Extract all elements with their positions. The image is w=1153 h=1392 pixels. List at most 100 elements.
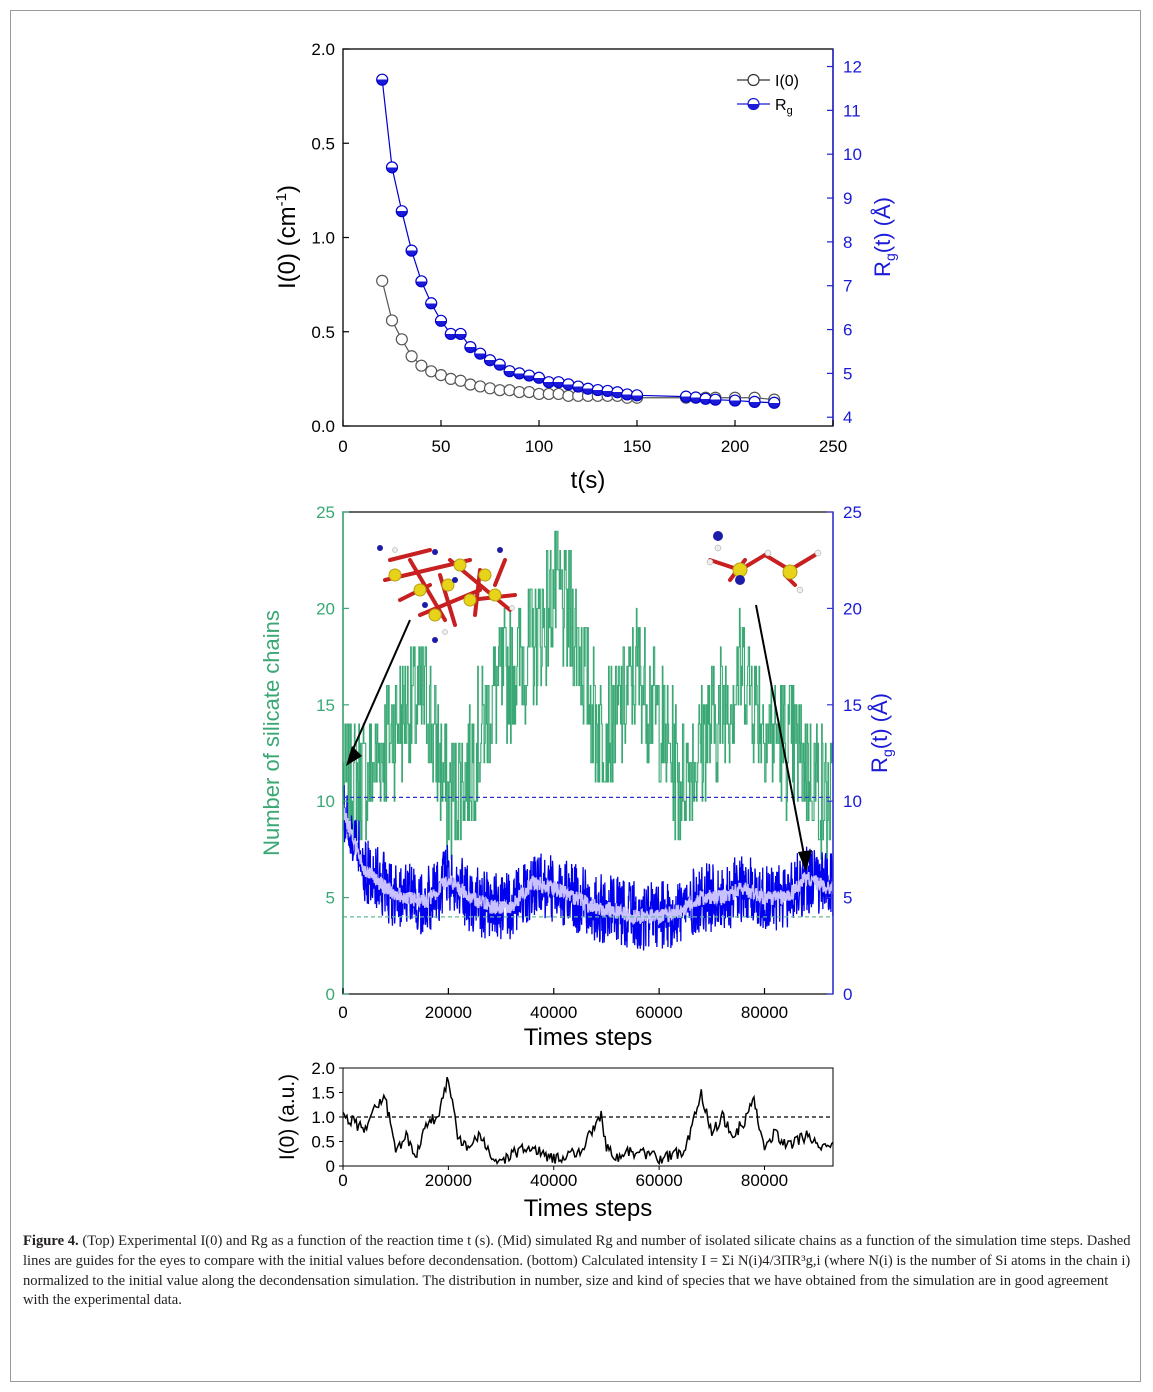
top-x-tick-label: 200 (721, 437, 749, 456)
mid-left-tick-label: 15 (316, 696, 335, 715)
i0-point (376, 274, 389, 287)
i0-point (415, 359, 428, 372)
rg-point (728, 394, 742, 407)
top-panel-chart: 0 50 100 150 200 250 0.0 0.5 1.0 0.5 2.0 4 5 6 7 8 9 10… (273, 40, 898, 494)
mid-panel-chart: 0 20000 40000 60000 80000 0 5 10 15 20 25 0 5 10 15 2… (259, 503, 895, 1051)
bottom-y-axis-title: I(0) (a.u.) (276, 1074, 299, 1160)
mid-left-tick-label: 0 (326, 985, 335, 1004)
top-right-tick-label: 12 (843, 58, 862, 77)
top-x-tick-label: 250 (819, 437, 847, 456)
top-right-tick-label: 8 (843, 233, 852, 252)
mid-right-tick-label: 0 (843, 985, 852, 1004)
legend-label-i0: I(0) (775, 73, 799, 90)
bottom-x-tick-label: 80000 (741, 1171, 788, 1190)
bottom-x-tick-label: 60000 (635, 1171, 682, 1190)
mid-left-tick-label: 10 (316, 792, 335, 811)
top-right-tick-label: 7 (843, 277, 852, 296)
top-plot-area (342, 48, 834, 427)
rg-point (425, 297, 438, 310)
top-left-tick-label: 0.5 (311, 134, 335, 153)
series-line-rg-smoothed (343, 804, 833, 926)
rg-point (523, 369, 536, 382)
top-left-tick-label: 0.0 (311, 417, 335, 436)
bottom-x-tick-label: 0 (338, 1171, 347, 1190)
top-right-tick-label: 6 (843, 321, 852, 340)
i0-point (552, 387, 565, 401)
top-left-tick-label: 2.0 (311, 40, 335, 59)
bottom-y-tick-label: 1.5 (311, 1084, 335, 1103)
series-line-intensity (343, 1076, 833, 1166)
rg-point (385, 161, 399, 174)
rg-point (611, 386, 624, 399)
bottom-y-tick-label: 1.0 (311, 1108, 335, 1127)
top-x-axis-title: t(s) (571, 467, 606, 494)
arrow-left (346, 619, 411, 766)
mid-left-axis-title: Number of silicate chains (259, 610, 284, 856)
caption-text: (Top) Experimental I(0) and Rg as a func… (23, 1233, 1131, 1309)
mid-right-axis-title: Rg(t) (Å) (867, 693, 895, 773)
molecule-cluster-illustration (377, 545, 517, 643)
rg-point (395, 205, 408, 218)
rg-point (503, 365, 516, 378)
mid-x-tick-label: 20000 (425, 1003, 472, 1022)
rg-point (709, 393, 722, 406)
rg-point (493, 358, 506, 371)
i0-point (385, 314, 399, 327)
molecule-chain-illustration (706, 531, 822, 594)
figure-caption: Figure 4. (Top) Experimental I(0) and Rg… (23, 1232, 1133, 1311)
series-line-rg-simulated (343, 785, 833, 951)
bottom-panel-chart: 0 20000 40000 60000 80000 00.51.01.52.0 I(0)… (276, 1059, 834, 1222)
mid-x-tick-label: 40000 (530, 1003, 577, 1022)
i0-point (444, 372, 457, 385)
mid-x-tick-label: 60000 (635, 1003, 682, 1022)
mid-x-tick-label: 0 (338, 1003, 347, 1022)
bottom-y-tick-label: 0.5 (311, 1133, 335, 1152)
rg-point (572, 380, 585, 393)
top-right-tick-label: 4 (843, 408, 852, 427)
mid-left-tick-label: 25 (316, 503, 335, 522)
rg-point (405, 244, 418, 257)
top-legend: I(0) Rg (737, 73, 799, 117)
mid-right-tick-label: 10 (843, 792, 862, 811)
top-x-tick-label: 100 (525, 437, 553, 456)
rg-point (630, 389, 644, 402)
legend-marker-rg (747, 97, 760, 111)
bottom-x-axis-title: Times steps (524, 1195, 652, 1222)
rg-point (552, 376, 565, 389)
bottom-x-tick-label: 40000 (530, 1171, 577, 1190)
rg-point (454, 327, 467, 341)
rg-point (562, 378, 575, 391)
mid-right-tick-label: 15 (843, 696, 862, 715)
rg-point (532, 371, 546, 384)
i0-point (405, 350, 418, 363)
mid-right-tick-label: 20 (843, 599, 862, 618)
rg-point (768, 396, 781, 409)
arrow-right (755, 604, 812, 872)
i0-point (474, 380, 487, 393)
i0-point (503, 384, 516, 397)
caption-label: Figure 4. (23, 1233, 79, 1249)
rg-point (513, 367, 526, 380)
rg-point (434, 314, 448, 327)
top-x-tick-label: 150 (623, 437, 651, 456)
rg-point (474, 347, 487, 360)
top-left-tick-label: 1.0 (311, 229, 335, 248)
mid-left-tick-label: 5 (326, 889, 335, 908)
top-x-tick-label: 0 (338, 437, 347, 456)
top-right-tick-label: 11 (843, 101, 861, 120)
top-x-tick-label: 50 (432, 437, 451, 456)
mid-x-axis-title: Times steps (524, 1024, 652, 1051)
mid-x-tick-label: 80000 (741, 1003, 788, 1022)
bottom-y-tick-label: 2.0 (311, 1059, 335, 1078)
mid-right-tick-label: 25 (843, 503, 862, 522)
top-right-axis-title: Rg(t) (Å) (870, 197, 898, 277)
series-line-rg (381, 79, 775, 404)
top-right-tick-label: 9 (843, 189, 852, 208)
rg-point (376, 73, 389, 86)
mid-left-tick-label: 20 (316, 599, 335, 618)
rg-point (748, 395, 761, 408)
series-line-silicate-chains (343, 530, 833, 860)
legend-marker-i0 (747, 73, 760, 87)
figure-plots: 0 50 100 150 200 250 0.00.51.00.52.0 45678910… (259, 40, 898, 1222)
i0-point (395, 333, 408, 346)
